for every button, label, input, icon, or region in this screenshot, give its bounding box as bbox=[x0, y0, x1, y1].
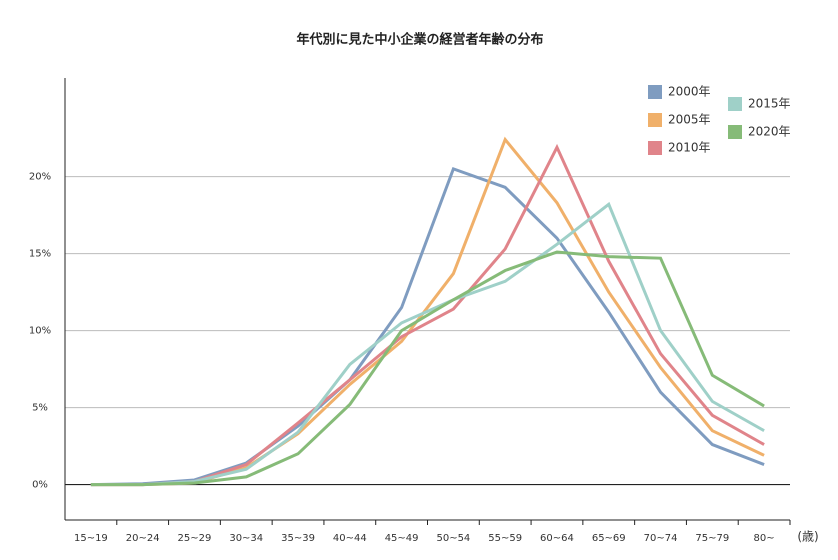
x-tick-label: 60~64 bbox=[540, 533, 574, 544]
x-tick-label: 25~29 bbox=[178, 533, 212, 544]
x-tick-label: 35~39 bbox=[281, 533, 315, 544]
x-tick-label: 20~24 bbox=[126, 533, 160, 544]
legend-swatch bbox=[648, 85, 662, 99]
y-tick-label: 20% bbox=[29, 172, 51, 183]
x-tick-label: 75~79 bbox=[695, 533, 729, 544]
x-tick-label: 65~69 bbox=[592, 533, 626, 544]
y-tick-label: 0% bbox=[32, 480, 48, 491]
legend-label: 2000年 bbox=[668, 85, 711, 99]
series-line bbox=[90, 201, 765, 487]
y-tick-label: 5% bbox=[32, 403, 48, 414]
x-tick-label: 50~54 bbox=[436, 533, 470, 544]
legend-label: 2015年 bbox=[748, 97, 791, 111]
x-tick-label: 40~44 bbox=[333, 533, 367, 544]
legend-swatch bbox=[648, 113, 662, 127]
legend-label: 2005年 bbox=[668, 113, 711, 127]
x-tick-label: 55~59 bbox=[488, 533, 522, 544]
y-tick-label: 10% bbox=[29, 326, 51, 337]
x-tick-label: 30~34 bbox=[229, 533, 263, 544]
x-axis-label: (歳) bbox=[797, 530, 818, 544]
y-tick-label: 15% bbox=[29, 249, 51, 260]
series-line bbox=[90, 250, 765, 487]
legend-swatch bbox=[728, 125, 742, 139]
legend-label: 2010年 bbox=[668, 141, 711, 155]
x-tick-label: 70~74 bbox=[644, 533, 678, 544]
legend-swatch bbox=[648, 141, 662, 155]
x-tick-label: 15~19 bbox=[74, 533, 108, 544]
legend-label: 2020年 bbox=[748, 125, 791, 139]
legend-swatch bbox=[728, 97, 742, 111]
series-line bbox=[90, 166, 765, 487]
x-tick-label: 80~ bbox=[754, 533, 775, 544]
chart-title: 年代別に見た中小企業の経営者年齢の分布 bbox=[296, 32, 543, 48]
x-tick-label: 45~49 bbox=[385, 533, 419, 544]
